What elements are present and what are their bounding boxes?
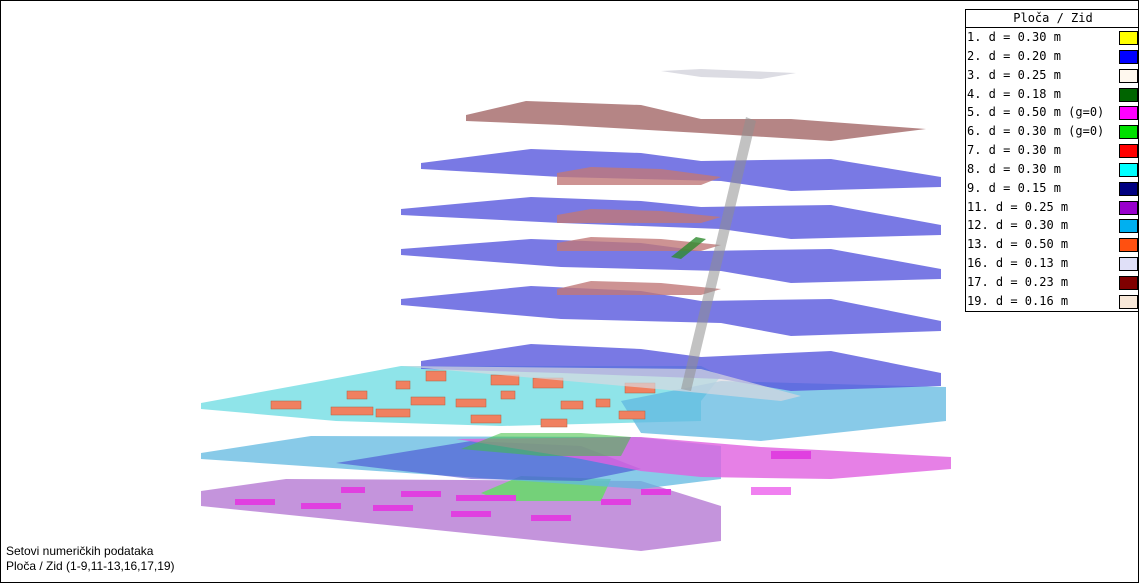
legend-item-label: 16. d = 0.13 m xyxy=(967,256,1069,271)
legend-swatch xyxy=(1119,31,1138,45)
legend-swatch xyxy=(1119,257,1138,272)
caption-line-1: Setovi numeričkih podataka xyxy=(6,544,154,558)
legend-swatch xyxy=(1119,125,1138,140)
legend-item: 11. d = 0.25 m xyxy=(966,198,1138,217)
legend-item-label: 9. d = 0.15 m xyxy=(967,180,1061,195)
legend-swatch xyxy=(1119,219,1138,234)
legend-item-label: 1. d = 0.30 m xyxy=(967,30,1061,44)
caption-line-2: Ploča / Zid (1-9,11-13,16,17,19) xyxy=(6,559,175,573)
legend-swatch xyxy=(1119,68,1138,83)
slab-6-green-level2 xyxy=(461,433,631,456)
legend-item-label: 3. d = 0.25 m xyxy=(967,67,1061,82)
legend-panel: Ploča / Zid 1. d = 0.30 m 2. d = 0.20 m 3.… xyxy=(965,9,1138,312)
slab-2-level8 xyxy=(421,149,941,191)
legend-swatch xyxy=(1119,200,1138,215)
legend-swatch xyxy=(1119,162,1138,177)
legend-item: 5. d = 0.50 m (g=0) xyxy=(966,103,1138,122)
legend-swatch xyxy=(1119,238,1138,253)
footings-group xyxy=(235,487,671,521)
legend-item: 17. d = 0.23 m xyxy=(966,273,1138,292)
slab-2-level5 xyxy=(401,286,941,336)
column-heads-group xyxy=(270,370,656,428)
legend-item: 16. d = 0.13 m xyxy=(966,254,1138,273)
legend-item: 13. d = 0.50 m xyxy=(966,235,1138,254)
core-wall xyxy=(681,117,756,391)
legend-title: Ploča / Zid xyxy=(966,10,1138,28)
slab-17-level9 xyxy=(557,209,721,223)
legend-item-label: 6. d = 0.30 m (g=0) xyxy=(967,124,1105,139)
slab-16-light-strip xyxy=(401,366,801,401)
legend-item-label: 12. d = 0.30 m xyxy=(967,218,1069,233)
core-wall-green xyxy=(671,237,706,259)
legend-swatch xyxy=(1119,49,1138,64)
legend-item: 1. d = 0.30 m xyxy=(966,28,1138,47)
legend-swatch xyxy=(1119,87,1138,102)
legend-swatch xyxy=(1119,294,1138,309)
legend-item: 2. d = 0.20 m xyxy=(966,47,1138,66)
slab-17-level8 xyxy=(557,167,721,185)
legend-item: 12. d = 0.30 m xyxy=(966,216,1138,235)
legend-item-label: 8. d = 0.30 m xyxy=(967,161,1061,176)
magenta-block-2 xyxy=(751,487,791,495)
legend-item: 6. d = 0.30 m (g=0) xyxy=(966,122,1138,141)
slab-17-top xyxy=(466,101,926,141)
legend-item: 9. d = 0.15 m xyxy=(966,179,1138,198)
legend-item-label: 5. d = 0.50 m (g=0) xyxy=(967,105,1105,120)
legend-item: 19. d = 0.16 m xyxy=(966,292,1138,311)
legend-item-label: 13. d = 0.50 m xyxy=(967,237,1069,252)
slab-2-level4 xyxy=(421,344,941,391)
legend-swatch xyxy=(1119,275,1138,290)
legend-item-label: 11. d = 0.25 m xyxy=(967,199,1069,214)
legend-list: 1. d = 0.30 m 2. d = 0.20 m 3. d = 0.25 m 4… xyxy=(966,28,1138,311)
legend-item-label: 19. d = 0.16 m xyxy=(967,293,1069,308)
slab-2-level6 xyxy=(401,239,941,283)
legend-item: 3. d = 0.25 m xyxy=(966,66,1138,85)
slab-16-roof xyxy=(661,69,796,79)
legend-item-label: 2. d = 0.20 m xyxy=(967,48,1061,63)
magenta-block-1 xyxy=(771,451,811,459)
caption: Setovi numeričkih podataka Ploča / Zid (… xyxy=(6,544,175,574)
legend-swatch xyxy=(1119,181,1138,196)
legend-item: 4. d = 0.18 m xyxy=(966,85,1138,104)
slab-12-level3-part xyxy=(621,381,946,441)
legend-item: 7. d = 0.30 m xyxy=(966,141,1138,160)
legend-item-label: 17. d = 0.23 m xyxy=(967,274,1069,289)
legend-swatch xyxy=(1119,106,1138,121)
slab-17-level6 xyxy=(557,281,721,295)
legend-swatch xyxy=(1119,144,1138,159)
legend-item-label: 4. d = 0.18 m xyxy=(967,86,1061,101)
legend-item-label: 7. d = 0.30 m xyxy=(967,143,1061,158)
slab-17-level7 xyxy=(557,237,721,251)
legend-item: 8. d = 0.30 m xyxy=(966,160,1138,179)
